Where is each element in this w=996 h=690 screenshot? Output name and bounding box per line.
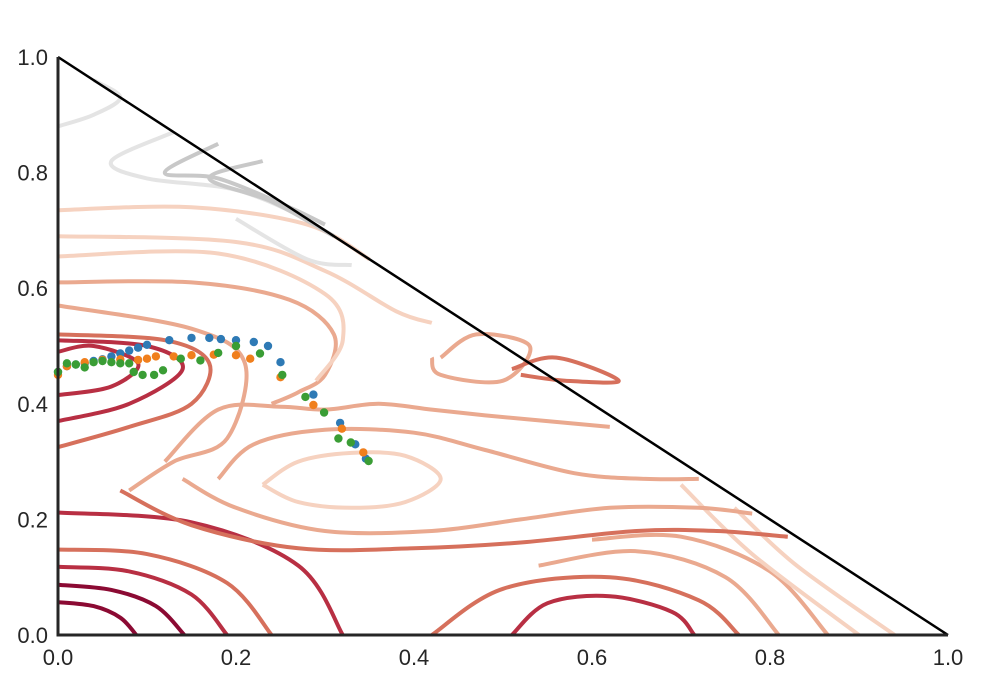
x-tick-label: 0.4 [399, 645, 430, 670]
series-2-point-18 [278, 370, 287, 380]
contour-line-6 [430, 574, 741, 637]
series-1-point-9 [187, 351, 196, 360]
series-0-point-8 [125, 346, 134, 355]
contour-line-11 [261, 450, 443, 510]
x-tick-labels: 0.0 0.2 0.4 0.6 0.8 1.0 [43, 645, 964, 670]
contour-line-15 [163, 401, 610, 464]
contour-line-4 [57, 510, 345, 637]
contour-line-12 [216, 426, 699, 482]
contour-line-26 [57, 78, 123, 129]
series-0-point-6 [107, 352, 116, 361]
x-tick-label: 0.8 [755, 645, 786, 670]
series-2-point-19 [301, 392, 310, 402]
series-2-point-12 [158, 366, 168, 375]
contour-line-24 [429, 332, 533, 385]
series-0-point-18 [276, 358, 285, 367]
series-2-point-16 [231, 341, 241, 351]
series-0-point-10 [142, 340, 152, 349]
trajectory-points [53, 333, 373, 466]
series-2-point-1 [62, 359, 72, 368]
series-2-point-7 [116, 359, 125, 368]
contour-line-17 [57, 332, 213, 450]
series-0-point-11 [165, 336, 174, 345]
series-0-point-9 [133, 343, 143, 352]
series-0-point-13 [205, 333, 214, 343]
series-2-point-21 [334, 434, 343, 443]
contour-line-22 [57, 234, 433, 325]
contour-lines [57, 78, 896, 637]
y-tick-label: 0.4 [17, 392, 48, 417]
contour-line-28 [162, 141, 326, 227]
y-tick-label: 0.6 [17, 276, 48, 301]
series-2-point-11 [149, 370, 159, 380]
series-1-point-6 [142, 354, 152, 363]
series-2-point-8 [125, 359, 134, 368]
series-0-point-12 [187, 333, 196, 343]
contour-line-9 [679, 483, 861, 637]
contour-line-1 [57, 582, 186, 637]
series-2-point-17 [255, 349, 265, 358]
contour-line-0 [57, 600, 138, 637]
series-1-point-5 [133, 355, 143, 365]
contour-line-21 [57, 249, 346, 382]
contour-line-5 [510, 593, 696, 637]
series-2-point-20 [319, 408, 329, 417]
series-2-point-14 [196, 356, 205, 365]
series-2-point-9 [129, 367, 138, 377]
contour-line-3 [57, 547, 274, 637]
contour-line-18 [57, 338, 185, 424]
contour-line-25 [511, 355, 621, 385]
series-1-point-7 [151, 352, 161, 361]
y-tick-label: 1.0 [17, 45, 48, 70]
series-1-point-11 [231, 351, 241, 360]
series-0-point-15 [231, 336, 241, 345]
series-1-point-16 [359, 448, 368, 457]
y-tick-label: 0.0 [17, 623, 48, 648]
contour-line-16 [57, 303, 249, 493]
series-0-point-7 [116, 349, 125, 358]
y-tick-labels: 0.0 0.2 0.4 0.6 0.8 1.0 [17, 45, 48, 648]
contour-line-14 [119, 488, 788, 553]
series-1-point-15 [337, 424, 347, 433]
series-0-point-19 [309, 390, 318, 399]
contour-line-7 [538, 549, 781, 637]
series-2-point-5 [98, 356, 107, 366]
contour-line-10 [733, 506, 896, 637]
contour-line-13 [181, 477, 753, 536]
series-2-point-6 [107, 358, 116, 367]
simplex-hypotenuse [57, 55, 949, 637]
x-tick-label: 0.0 [43, 645, 74, 670]
series-1-point-8 [169, 352, 178, 361]
series-0-point-17 [263, 341, 273, 351]
x-tick-label: 0.2 [221, 645, 252, 670]
contour-line-8 [591, 532, 830, 637]
series-2-point-2 [71, 360, 81, 369]
series-2-point-13 [176, 354, 185, 363]
series-0-point-14 [216, 334, 226, 344]
series-0-point-16 [249, 337, 258, 347]
series-2-point-10 [138, 370, 147, 380]
series-1-point-12 [246, 354, 255, 363]
contour-line-2 [57, 564, 229, 637]
series-2-point-4 [89, 358, 98, 367]
series-2-point-23 [364, 456, 373, 466]
contour-line-20 [57, 279, 338, 406]
series-1-point-14 [309, 400, 318, 410]
x-tick-label: 1.0 [933, 645, 964, 670]
series-2-point-22 [346, 438, 355, 447]
x-tick-label: 0.6 [577, 645, 608, 670]
series-2-point-3 [80, 363, 89, 372]
series-2-point-15 [214, 348, 223, 358]
y-tick-label: 0.2 [17, 507, 48, 532]
y-tick-label: 0.8 [17, 161, 48, 186]
contour-line-30 [235, 217, 352, 268]
